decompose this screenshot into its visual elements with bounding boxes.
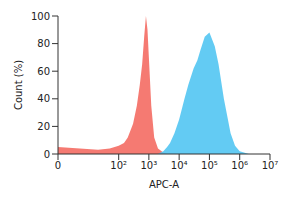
svg-text:10³: 10³ <box>141 160 158 171</box>
svg-text:10⁶: 10⁶ <box>231 160 248 171</box>
svg-text:10⁷: 10⁷ <box>262 160 279 171</box>
svg-text:0: 0 <box>55 160 61 171</box>
svg-text:APC-A: APC-A <box>149 179 179 190</box>
svg-text:Count (%): Count (%) <box>13 60 24 110</box>
svg-text:0: 0 <box>44 149 50 160</box>
svg-text:10²: 10² <box>110 160 127 171</box>
svg-text:80: 80 <box>37 38 50 49</box>
svg-text:60: 60 <box>37 66 50 77</box>
svg-text:10⁴: 10⁴ <box>171 160 188 171</box>
svg-text:10⁵: 10⁵ <box>201 160 218 171</box>
svg-text:100: 100 <box>31 11 50 22</box>
svg-text:20: 20 <box>37 121 50 132</box>
svg-text:40: 40 <box>37 93 50 104</box>
